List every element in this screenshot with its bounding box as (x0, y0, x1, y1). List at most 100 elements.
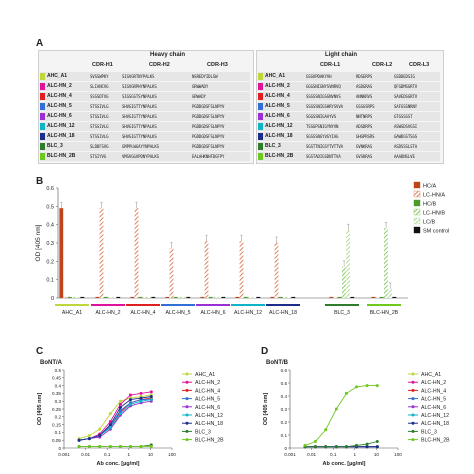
heavy-row-label: BLC-HN_2B (47, 153, 76, 159)
cdr-h1-cell: SLIANCVG (90, 84, 109, 89)
x-axis-label: Ab conc. [µg/ml] (323, 461, 366, 467)
data-point (149, 390, 153, 394)
legend-swatch (413, 199, 421, 207)
bar (384, 228, 388, 298)
group-label: BLC_3 (334, 310, 350, 316)
bar (388, 288, 392, 298)
bont-b-chart: BoNT/B 0 0.1 0.2 0.3 0.4 0.5 0.6 0.001 0.01 0.1 1 10… (263, 360, 450, 467)
cdr-h3-cell: PGDDGDSFSLNPYV (192, 134, 225, 139)
bar (186, 296, 191, 298)
cdr-l1-cell: SGGSSNIGAAYVS (306, 114, 337, 119)
col-cdr-l1: CDR-L1 (320, 62, 341, 68)
cdr-l2-cell: ASDGRAS (356, 84, 373, 89)
bar (151, 296, 156, 298)
heavy-row-swatch (40, 83, 45, 90)
cdr-h3-cell: PGDDGDSFSLNPYV (192, 124, 225, 129)
data-point (129, 393, 133, 397)
heavy-row-label: ALC-HN_2 (47, 83, 72, 89)
cdr-l1-cell: SGSSSNGYVGYIAG (306, 134, 339, 139)
y-tick-label: 0.25 (52, 407, 61, 412)
cdr-h1-cell: SVSSWPKY (90, 74, 109, 79)
bar (235, 296, 240, 298)
bar (116, 296, 121, 298)
bar (221, 296, 226, 298)
cdr-h3-cell: GRWADY (192, 94, 206, 99)
x-axis-label: Ab conc. [µg/ml] (97, 461, 140, 467)
legend-marker (185, 421, 189, 425)
legend-label: HC/A (423, 184, 436, 190)
bar (274, 243, 279, 298)
cdr-l1-cell: GGGSNIGNYSVNRVQ (306, 84, 341, 89)
group-label: ALC-HN_6 (200, 310, 225, 316)
y-tick-label: 0.45 (52, 376, 61, 381)
group-label: BLC-HN_2B (370, 310, 399, 316)
bar (337, 296, 342, 298)
legend-marker (411, 413, 415, 417)
light-row-label: ALC-HN_2 (265, 83, 290, 89)
data-point (324, 428, 328, 432)
light-row-bg (258, 82, 440, 91)
legend-marker (185, 429, 189, 433)
legend-label: ALC-HN_6 (421, 405, 446, 411)
cdr-l2-cell: GHGPRSRS (356, 134, 375, 139)
cdr-l3-cell: GAWDGSTSGS (394, 134, 418, 139)
cdr-l2-cell: ANNKRVS (356, 94, 373, 99)
cdr-l2-cell: GVSKRAS (356, 154, 373, 159)
data-point (118, 409, 122, 413)
y-tick-label: 0.4 (281, 394, 288, 399)
heavy-row-label: ALC-HN_5 (47, 103, 72, 109)
light-row-label: ALC-HN_12 (265, 123, 293, 129)
bar (278, 296, 283, 298)
group-color-bar (161, 304, 195, 306)
data-point (108, 412, 112, 416)
legend-label: ALC-HN_4 (421, 388, 446, 394)
bar (379, 296, 384, 298)
cdr-h2-cell: VMSVGGVPDNYPALKS (122, 154, 159, 159)
y-tick-label: 0.05 (52, 438, 61, 443)
bar (165, 296, 170, 298)
data-point (365, 384, 369, 388)
bar (143, 296, 147, 298)
bar (76, 296, 80, 298)
data-point (344, 445, 348, 449)
cdr-h1-cell: SSSSDTVG (90, 94, 109, 99)
bar (134, 208, 139, 298)
group-label: ALC-HN_18 (269, 310, 297, 316)
group-color-bar (196, 304, 230, 306)
legend-label: ALC-HN_5 (195, 397, 220, 403)
light-row-swatch (258, 83, 263, 90)
data-point (139, 399, 143, 403)
legend-marker (185, 388, 189, 392)
cdr-h2-cell: GMPPLWGAYYNPALKS (122, 144, 159, 149)
light-row-swatch (258, 153, 263, 160)
bar (283, 296, 287, 298)
data-point (375, 384, 379, 388)
bar (208, 296, 213, 298)
light-row-label: AHC_A1 (265, 73, 286, 79)
y-tick-label: 0.2 (46, 259, 54, 265)
bar (213, 296, 217, 298)
legend-marker (411, 397, 415, 401)
cdr-h3-cell: NSREDYIDLSW (192, 74, 218, 79)
heavy-row-swatch (40, 133, 45, 140)
bar (329, 296, 334, 298)
y-tick-label: 0.1 (46, 278, 54, 284)
light-chain-title: Light chain (325, 52, 357, 58)
legend-swatch (413, 181, 421, 189)
bar (217, 296, 221, 298)
data-point (108, 444, 112, 448)
light-row-label: ALC-HN_5 (265, 103, 290, 109)
data-point (139, 396, 143, 400)
data-point (139, 391, 143, 395)
data-point (98, 444, 102, 448)
col-cdr-h1: CDR-H1 (92, 62, 113, 68)
heavy-row-bg (40, 72, 250, 81)
bar (200, 296, 205, 298)
light-row-swatch (258, 73, 263, 80)
data-point (129, 402, 133, 406)
heavy-row-swatch (40, 73, 45, 80)
light-row-label: ALC-HN_4 (265, 93, 290, 99)
legend-marker (185, 438, 189, 442)
y-tick-label: 0.4 (46, 223, 54, 229)
group-color-bar (126, 304, 160, 306)
